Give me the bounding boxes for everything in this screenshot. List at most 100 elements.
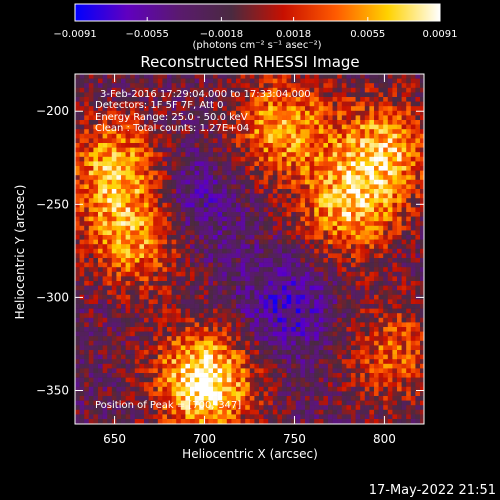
- heatmap-cell: [397, 281, 402, 286]
- heatmap-cell: [332, 97, 338, 102]
- heatmap-cell: [249, 271, 255, 277]
- heatmap-cell: [305, 110, 310, 116]
- heatmap-cell: [318, 166, 324, 171]
- heatmap-cell: [185, 184, 191, 190]
- heatmap-cell: [231, 184, 237, 190]
- heatmap-cell: [401, 216, 407, 222]
- heatmap-cell: [314, 198, 320, 204]
- heatmap-cell: [167, 253, 172, 259]
- heatmap-cell: [125, 120, 131, 125]
- heatmap-cell: [240, 331, 246, 337]
- heatmap-cell: [139, 267, 145, 273]
- heatmap-cell: [111, 322, 117, 328]
- heatmap-cell: [337, 340, 343, 346]
- heatmap-cell: [337, 189, 343, 194]
- heatmap-cell: [360, 101, 366, 107]
- heatmap-cell: [415, 331, 421, 337]
- heatmap-cell: [355, 230, 361, 236]
- heatmap-cell: [397, 221, 402, 227]
- heatmap-cell: [314, 290, 320, 296]
- heatmap-cell: [374, 359, 379, 365]
- heatmap-cell: [217, 230, 223, 236]
- heatmap-cell: [226, 129, 232, 135]
- heatmap-cell: [291, 161, 297, 167]
- heatmap-cell: [318, 147, 324, 153]
- heatmap-cell: [295, 290, 301, 296]
- heatmap-cell: [309, 340, 315, 346]
- heatmap-cell: [355, 78, 361, 84]
- heatmap-cell: [153, 368, 159, 374]
- heatmap-cell: [277, 193, 283, 199]
- heatmap-cell: [360, 308, 366, 314]
- heatmap-cell: [323, 235, 329, 240]
- heatmap-cell: [268, 129, 274, 135]
- heatmap-cell: [387, 336, 393, 342]
- heatmap-cell: [328, 340, 333, 346]
- heatmap-cell: [162, 262, 168, 268]
- heatmap-cell: [263, 235, 269, 240]
- heatmap-cell: [378, 317, 384, 323]
- heatmap-cell: [300, 152, 306, 158]
- heatmap-cell: [383, 120, 389, 125]
- heatmap-cell: [337, 129, 343, 135]
- heatmap-cell: [415, 212, 421, 217]
- heatmap-cell: [98, 327, 103, 332]
- heatmap-cell: [337, 152, 343, 158]
- heatmap-cell: [121, 373, 126, 378]
- heatmap-cell: [263, 106, 269, 112]
- heatmap-cell: [226, 179, 232, 185]
- heatmap-cell: [157, 336, 163, 342]
- heatmap-cell: [148, 152, 154, 158]
- heatmap-cell: [364, 133, 370, 139]
- heatmap-cell: [194, 373, 200, 378]
- heatmap-cell: [254, 304, 260, 309]
- heatmap-cell: [134, 170, 140, 176]
- heatmap-cell: [383, 276, 389, 282]
- heatmap-cell: [148, 184, 154, 190]
- heatmap-cell: [116, 253, 122, 259]
- heatmap-cell: [383, 92, 389, 98]
- heatmap-cell: [171, 230, 177, 236]
- heatmap-cell: [263, 363, 269, 369]
- heatmap-cell: [203, 258, 209, 263]
- heatmap-cell: [397, 147, 402, 153]
- heatmap-cell: [203, 74, 209, 79]
- heatmap-cell: [217, 97, 223, 102]
- heatmap-cell: [355, 331, 361, 337]
- heatmap-cell: [295, 156, 301, 162]
- heatmap-cell: [203, 235, 209, 240]
- heatmap-cell: [162, 230, 168, 236]
- heatmap-cell: [213, 317, 218, 323]
- heatmap-cell: [249, 368, 255, 374]
- heatmap-cell: [387, 189, 393, 194]
- heatmap-cell: [410, 290, 416, 296]
- heatmap-cell: [268, 156, 274, 162]
- heatmap-cell: [332, 124, 338, 130]
- heatmap-cell: [410, 129, 416, 135]
- heatmap-cell: [148, 87, 154, 93]
- heatmap-cell: [144, 152, 149, 158]
- heatmap-cell: [171, 152, 177, 158]
- heatmap-cell: [397, 202, 402, 208]
- heatmap-cell: [291, 152, 297, 158]
- heatmap-cell: [134, 331, 140, 337]
- heatmap-cell: [272, 212, 278, 217]
- heatmap-cell: [199, 147, 205, 153]
- heatmap-cell: [406, 198, 412, 204]
- heatmap-cell: [157, 354, 163, 360]
- heatmap-cell: [185, 244, 191, 250]
- heatmap-cell: [176, 115, 182, 121]
- heatmap-cell: [116, 235, 122, 240]
- heatmap-cell: [259, 340, 264, 346]
- heatmap-cell: [203, 253, 209, 259]
- heatmap-cell: [392, 138, 398, 144]
- heatmap-cell: [222, 83, 228, 89]
- heatmap-cell: [364, 184, 370, 190]
- heatmap-cell: [337, 230, 343, 236]
- heatmap-cell: [121, 83, 126, 89]
- heatmap-cell: [355, 248, 361, 254]
- heatmap-cell: [167, 129, 172, 135]
- heatmap-cell: [318, 78, 324, 84]
- heatmap-cell: [213, 193, 218, 199]
- heatmap-cell: [208, 350, 214, 355]
